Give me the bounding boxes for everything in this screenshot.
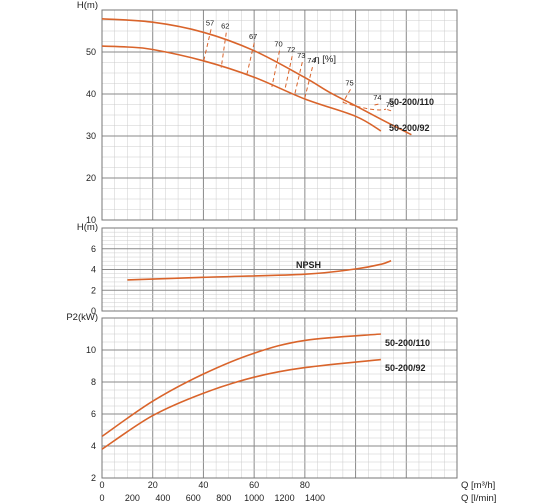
x-tick-label: 80 (300, 480, 310, 490)
efficiency-contour-label: 73 (386, 100, 394, 109)
series-label: NPSH (296, 260, 321, 270)
x-tick-label: 60 (249, 480, 259, 490)
x2-tick-label: 0 (99, 493, 104, 503)
efficiency-contour (271, 50, 280, 87)
plot-frame (101, 317, 458, 479)
efficiency-contour (284, 56, 293, 92)
y-tick-label: 6 (91, 409, 96, 419)
efficiency-contour (342, 89, 351, 103)
plot-frame (101, 9, 458, 221)
efficiency-contour-label: 74 (373, 93, 381, 102)
x-tick-label: 20 (148, 480, 158, 490)
efficiency-contour (246, 43, 255, 77)
x2-tick-label: 800 (216, 493, 231, 503)
y-axis-label: H(m) (77, 222, 98, 233)
y-tick-label: 4 (91, 441, 96, 451)
y-tick-label: 10 (86, 215, 96, 225)
y-axis-label: P2(kW) (66, 312, 98, 323)
x-tick-label: 0 (99, 480, 104, 490)
efficiency-contour (294, 61, 303, 95)
series-label: 50-200/110 (385, 338, 430, 348)
efficiency-contour-label: 62 (221, 22, 229, 31)
x2-tick-label: 1400 (305, 493, 325, 503)
efficiency-contour-label: 70 (274, 40, 282, 49)
panel-2: 0 2 4 6 H(m) NPSH (77, 222, 458, 316)
efficiency-contour (202, 29, 212, 63)
y-tick-label: 2 (91, 473, 96, 483)
x2-tick-label: 600 (186, 493, 201, 503)
y-tick-label: 0 (91, 306, 96, 316)
y-tick-label: 8 (91, 377, 96, 387)
plot-frame (101, 227, 458, 312)
x2-tick-label: 200 (125, 493, 140, 503)
efficiency-contour-label: 74 (307, 56, 315, 65)
efficiency-contour (220, 32, 227, 69)
series-label: 50-200/92 (385, 363, 426, 373)
efficiency-contour-label: 72 (287, 45, 295, 54)
x2-tick-label: 400 (155, 493, 170, 503)
x2-tick-label: 1000 (244, 493, 264, 503)
y-tick-label: 2 (91, 285, 96, 295)
efficiency-contour (373, 103, 379, 106)
efficiency-contour-label: 73 (297, 51, 305, 60)
series-line-npsh (127, 259, 392, 281)
x-tick-label: 40 (198, 480, 208, 490)
x-axis-label: Q [m³/h] (461, 480, 495, 491)
y-tick-label: 10 (86, 345, 96, 355)
series-label: 50-200/110 (389, 97, 434, 107)
x2-tick-label: 1200 (275, 493, 295, 503)
efficiency-contour-label: 75 (345, 78, 353, 87)
y-tick-label: 4 (91, 265, 96, 275)
efficiency-axis-label: η [%] (314, 54, 336, 65)
y-tick-label: 20 (86, 173, 96, 183)
series-line-50-200-92 (101, 45, 382, 132)
panel-3: 2 4 6 8 10 P2(kW) 50-200/110 50-200/92 0 20 40 60 80… (66, 312, 496, 504)
efficiency-contour-label: 67 (249, 32, 257, 41)
series-line-50-200-110 (101, 333, 381, 438)
efficiency-contour (304, 66, 313, 98)
efficiency-contour (385, 108, 392, 112)
panel-1: 10 20 30 40 50 H(m) 50-200/110 50-200/92 57 62 67 7… (77, 0, 458, 225)
grid (101, 227, 458, 312)
y-axis-label: H(m) (77, 0, 98, 11)
y-tick-label: 40 (86, 89, 96, 99)
series-line-50-200-92 (101, 358, 381, 450)
y-tick-label: 50 (86, 47, 96, 57)
series-line-50-200-110 (101, 18, 412, 136)
efficiency-contour-label: 57 (206, 18, 214, 27)
x2-axis-label: Q [l/min] (461, 493, 496, 504)
series-label: 50-200/92 (389, 123, 430, 133)
efficiency-contour (342, 101, 387, 111)
y-tick-label: 6 (91, 244, 96, 254)
y-tick-label: 30 (86, 131, 96, 141)
